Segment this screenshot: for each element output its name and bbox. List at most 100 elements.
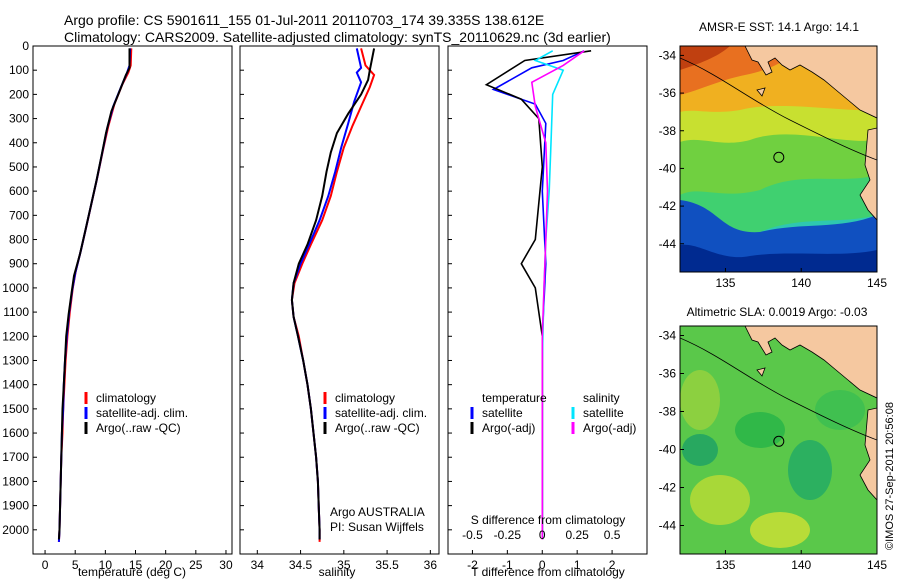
- s-tick-label-4: 0.5: [604, 528, 621, 542]
- series-line-2-1: [484, 50, 592, 540]
- difference-legend-salinity: salinity satellite Argo(-adj): [571, 391, 636, 435]
- x-tick-label-0-3: 15: [129, 558, 143, 572]
- map-y-tick-label-3-3: -40: [659, 161, 677, 175]
- s-tick-label-3: 0.25: [565, 528, 589, 542]
- y-tick-label-3: 300: [9, 112, 29, 126]
- legend-label-satellite-adj: satellite-adj. clim.: [96, 406, 188, 420]
- sst-map-title: AMSR-E SST: 14.1 Argo: 14.1: [699, 20, 859, 34]
- salinity-annotation-pi: PI: Susan Wijffels: [330, 520, 424, 534]
- series-line-1-2: [290, 48, 376, 540]
- y-tick-label-19: 1900: [2, 499, 29, 513]
- legend-label-argo: Argo(..raw -QC): [335, 421, 420, 435]
- legend-title-temperature: temperature: [482, 391, 547, 405]
- sla-map-frame: [679, 325, 878, 555]
- salinity-annotation-org: Argo AUSTRALIA: [330, 505, 425, 519]
- y-tick-label-14: 1400: [2, 378, 29, 392]
- y-tick-label-15: 1500: [2, 402, 29, 416]
- sla-map-title: Altimetric SLA: 0.0019 Argo: -0.03: [687, 305, 868, 319]
- map-x-tick-label-3-0: 135: [715, 276, 735, 290]
- figure-title-line1: Argo profile: CS 5901611_155 01-Jul-2011…: [64, 12, 545, 28]
- x-tick-label-1-1: 34.5: [289, 558, 313, 572]
- map-y-tick-label-3-2: -38: [659, 124, 677, 138]
- difference-panel: -2 -1 0 1 2 -0.5 -0.25 0 0.25 0.5 S difference f…: [447, 45, 648, 579]
- y-tick-label-6: 600: [9, 184, 29, 198]
- map-y-tick-label-4-5: -44: [659, 519, 677, 533]
- x-tick-label-0-1: 5: [72, 558, 79, 572]
- y-tick-label-2: 200: [9, 87, 29, 101]
- x-tick-label-0-5: 25: [189, 558, 203, 572]
- salinity-panel: 34 34.5 35 35.5 36 salinity climatology sate…: [239, 45, 440, 579]
- map-x-tick-label-4-2: 145: [867, 558, 887, 572]
- map-y-tick-label-3-0: -34: [659, 48, 677, 62]
- legend-title-salinity: salinity: [583, 391, 620, 405]
- x-tick-label-2-1: -1: [502, 558, 513, 572]
- sst-argo-location-marker: [773, 151, 785, 163]
- salinity-axes: [239, 45, 440, 555]
- sst-field: [680, 46, 877, 272]
- legend-label-s-satellite: satellite: [583, 406, 624, 420]
- legend-label-satellite-adj: satellite-adj. clim.: [335, 406, 427, 420]
- x-tick-label-2-4: 2: [609, 558, 616, 572]
- x-tick-label-1-4: 36: [424, 558, 438, 572]
- salinity-legend: climatology satellite-adj. clim. Argo(..…: [323, 391, 427, 435]
- x-tick-label-1-3: 35.5: [375, 558, 399, 572]
- sla-field: [680, 326, 877, 554]
- difference-axes: [447, 45, 648, 555]
- map-x-tick-label-3-2: 145: [867, 276, 887, 290]
- x-tick-label-1-2: 35: [337, 558, 351, 572]
- x-tick-label-0-6: 30: [219, 558, 233, 572]
- map-y-tick-label-4-1: -36: [659, 367, 677, 381]
- legend-label-argo: Argo(..raw -QC): [96, 421, 181, 435]
- x-tick-label-0-0: 0: [42, 558, 49, 572]
- figure-title-line2: Climatology: CARS2009. Satellite-adjuste…: [64, 29, 611, 45]
- temperature-xlabel: temperature (deg C): [78, 565, 186, 579]
- x-tick-label-0-2: 10: [99, 558, 113, 572]
- sla-map: Altimetric SLA: 0.0019 Argo: -0.03 135 14…: [659, 305, 888, 572]
- map-y-tick-label-4-2: -38: [659, 405, 677, 419]
- legend-label-t-satellite: satellite: [482, 406, 523, 420]
- legend-label-t-argo: Argo(-adj): [482, 421, 535, 435]
- x-tick-label-0-4: 20: [159, 558, 173, 572]
- difference-legend-temperature: temperature satellite Argo(-adj): [470, 391, 547, 435]
- y-tick-label-10: 1000: [2, 281, 29, 295]
- map-y-tick-label-4-3: -40: [659, 443, 677, 457]
- temperature-panel: 0 5 10 15 20 25 300100200300400500600700800900…: [2, 39, 233, 579]
- y-tick-label-12: 1200: [2, 329, 29, 343]
- s-tick-label-1: -0.25: [494, 528, 522, 542]
- y-tick-label-5: 500: [9, 160, 29, 174]
- t-difference-xlabel: T difference from climatology: [471, 565, 625, 579]
- s-difference-xlabel: S difference from climatology: [471, 513, 626, 527]
- y-tick-label-18: 1800: [2, 474, 29, 488]
- map-y-tick-label-4-0: -34: [659, 329, 677, 343]
- sst-map-frame: [679, 45, 878, 273]
- temperature-axes: [32, 45, 233, 555]
- y-tick-label-11: 1100: [3, 305, 29, 319]
- sst-map: AMSR-E SST: 14.1 Argo: 14.1 135 140 145 -34…: [659, 20, 888, 290]
- y-tick-label-9: 900: [9, 257, 29, 271]
- salinity-xlabel: salinity: [319, 565, 356, 579]
- x-tick-label-2-0: -2: [467, 558, 478, 572]
- y-tick-label-7: 700: [9, 208, 29, 222]
- s-tick-label-0: -0.5: [462, 528, 483, 542]
- series-line-0-2: [57, 48, 131, 540]
- map-x-tick-label-3-1: 140: [791, 276, 811, 290]
- map-y-tick-label-3-1: -36: [659, 86, 677, 100]
- map-y-tick-label-4-4: -42: [659, 481, 677, 495]
- y-tick-label-17: 1700: [2, 450, 29, 464]
- x-tick-label-2-3: 1: [574, 558, 581, 572]
- y-tick-label-0: 0: [22, 39, 29, 53]
- credit-stamp: ©IMOS 27-Sep-2011 20:56:08: [884, 402, 896, 550]
- map-y-tick-label-3-5: -44: [659, 237, 677, 251]
- sla-argo-location-marker: [773, 435, 785, 447]
- series-line-2-3: [530, 50, 585, 540]
- y-tick-label-13: 1300: [2, 353, 29, 367]
- s-tick-label-2: 0: [539, 528, 546, 542]
- x-tick-label-1-0: 34: [251, 558, 265, 572]
- legend-label-climatology: climatology: [335, 391, 395, 405]
- map-x-tick-label-4-0: 135: [715, 558, 735, 572]
- temperature-legend: climatology satellite-adj. clim. Argo(..…: [84, 391, 188, 435]
- y-tick-label-16: 1600: [2, 426, 29, 440]
- map-y-tick-label-3-4: -42: [659, 199, 677, 213]
- legend-label-climatology: climatology: [96, 391, 156, 405]
